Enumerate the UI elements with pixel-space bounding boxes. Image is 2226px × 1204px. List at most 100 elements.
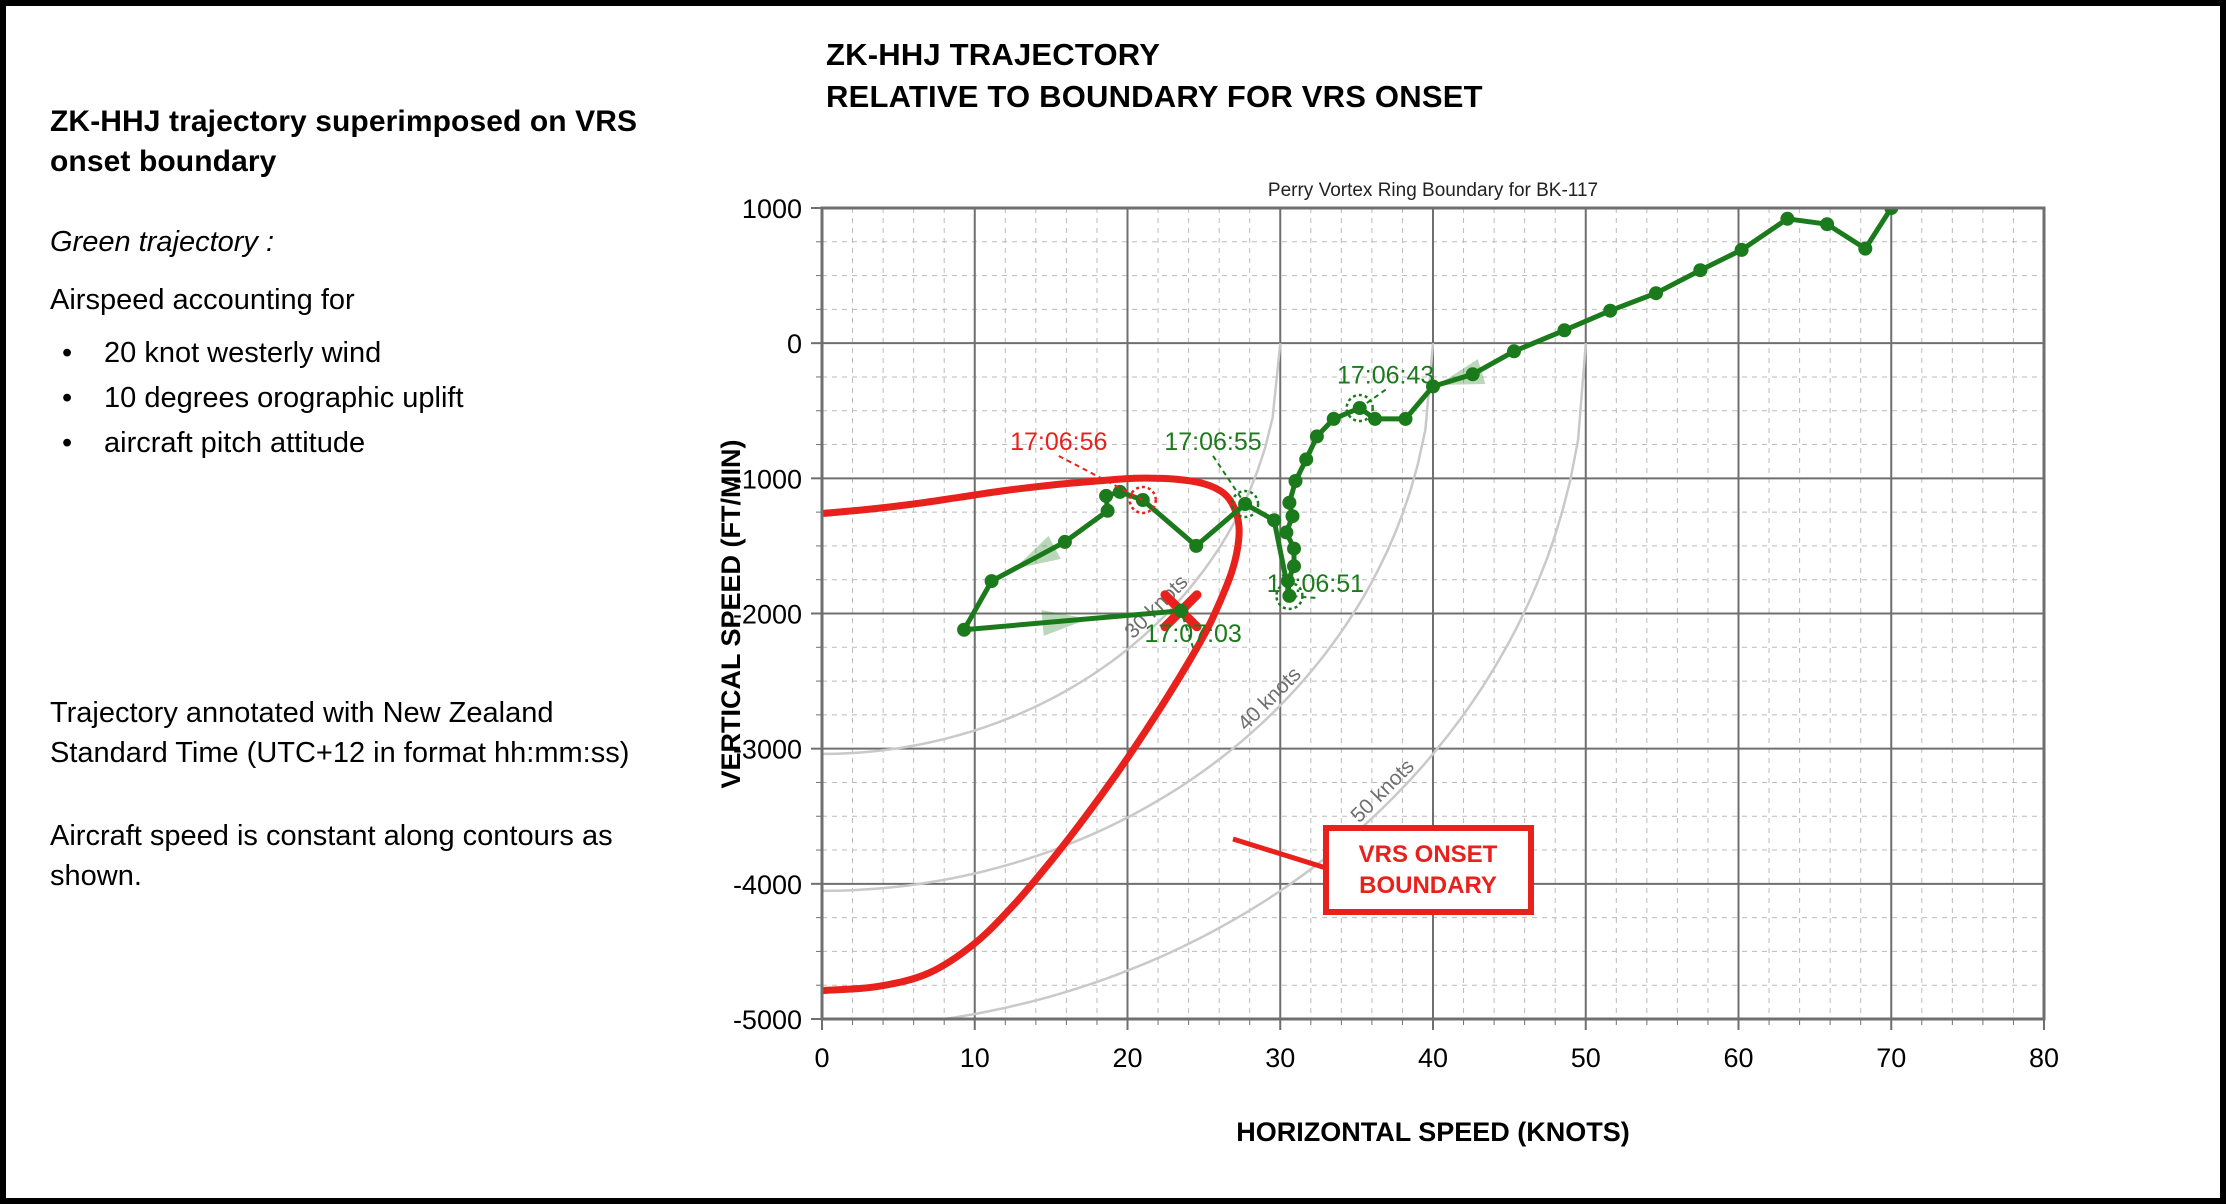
left-notes-panel: Trajectory annotated with New Zealand St…: [50, 694, 670, 897]
list-item: • 10 degrees orographic uplift: [50, 376, 650, 421]
panel-bullet-list: • 20 knot westerly wind • 10 degrees orogr…: [50, 331, 650, 466]
data-point: [1603, 303, 1618, 318]
y-tick-label: -5000: [733, 1005, 802, 1035]
data-point: [1326, 411, 1341, 426]
data-point: [1884, 208, 1899, 215]
annotation-leader-line: [1058, 455, 1144, 501]
x-axis-title: HORIZONTAL SPEED (KNOTS): [1236, 1117, 1630, 1147]
bullet-dot-icon: •: [62, 381, 73, 414]
x-tick-label: 60: [1723, 1043, 1753, 1073]
data-point: [1099, 488, 1114, 503]
annotation-ring-icon: [1345, 393, 1374, 423]
data-point: [1426, 379, 1440, 394]
bullet-text: 10 degrees orographic uplift: [104, 381, 464, 414]
plot-frame: [820, 206, 2046, 1021]
x-tick-label: 40: [1418, 1043, 1448, 1073]
y-tick-label: -4000: [733, 870, 802, 900]
data-point: [1282, 495, 1297, 510]
bullet-text: 20 knot westerly wind: [104, 337, 382, 370]
annotation-time-label: 17:06:55: [1164, 428, 1261, 456]
annotation-ring-icon: [1230, 489, 1260, 519]
annotation-time-label: 17:06:43: [1337, 362, 1434, 390]
callout-line-2: BOUNDARY: [1359, 872, 1497, 899]
annotation-time-label: 17:06:51: [1267, 570, 1364, 598]
panel-intro-line: Airspeed accounting for: [50, 283, 355, 316]
x-tick-label: 0: [814, 1043, 829, 1073]
callout-box: [1323, 825, 1534, 915]
y-tick-label: 1000: [742, 194, 802, 224]
data-point: [1465, 367, 1480, 382]
bullet-text: aircraft pitch attitude: [104, 426, 366, 459]
direction-arrow-icon: [1437, 359, 1486, 385]
impact-point: [1173, 603, 1188, 618]
annotation-time-label: 17:07:03: [1145, 620, 1242, 648]
data-point: [1398, 411, 1413, 426]
data-point: [1288, 474, 1303, 488]
data-point: [1820, 217, 1835, 232]
data-point: [984, 574, 999, 589]
axis-ticks: 0 10 20 30 40 50 60 70 80 1000 0 -1000 -2000 -3000 -40…: [733, 194, 2059, 1073]
left-description-panel: ZK-HHJ trajectory superimposed on VRS on…: [50, 102, 650, 466]
data-point: [1267, 513, 1282, 528]
chart-svg: Perry Vortex Ring Boundary for BK-117 30…: [716, 180, 2059, 1147]
x-tick-label: 20: [1112, 1043, 1142, 1073]
page-title-line-2: RELATIVE TO BOUNDARY FOR VRS ONSET: [826, 78, 1483, 114]
callout-line-1: VRS ONSET: [1359, 841, 1498, 868]
trajectory-chart: Perry Vortex Ring Boundary for BK-117 30…: [646, 156, 2166, 1176]
page-title: ZK-HHJ TRAJECTORY RELATIVE TO BOUNDARY F…: [826, 34, 1483, 118]
vrs-onset-boundary-callout: VRS ONSET BOUNDARY: [1232, 825, 1534, 915]
trajectory-line: [961, 208, 1894, 633]
x-tick-label: 70: [1876, 1043, 1906, 1073]
contour-label: 40 knots: [1233, 663, 1305, 735]
data-point: [957, 622, 972, 637]
panel-heading: ZK-HHJ trajectory superimposed on VRS on…: [50, 105, 638, 178]
data-point: [1100, 503, 1115, 518]
direction-arrow-icon: [1014, 535, 1061, 570]
data-point: [1112, 484, 1127, 499]
y-tick-label: -3000: [733, 735, 802, 765]
data-point: [1285, 509, 1300, 524]
data-point: [1135, 493, 1150, 507]
data-point: [1287, 559, 1301, 574]
annotation-time-label: 17:06:56: [1010, 428, 1107, 456]
panel-subheading: Green trajectory :: [50, 225, 275, 258]
annotation-leader-line: [1180, 610, 1195, 649]
data-point: [1507, 344, 1521, 359]
x-tick-label: 30: [1265, 1043, 1295, 1073]
data-point: [1649, 286, 1663, 301]
data-point: [1309, 429, 1324, 444]
contour-curve: [822, 343, 1282, 756]
bullet-dot-icon: •: [62, 337, 73, 370]
callout-leader-line: [1232, 836, 1327, 871]
y-tick-label: -1000: [733, 464, 802, 494]
data-point: [1057, 534, 1072, 549]
x-tick-label: 10: [960, 1043, 990, 1073]
y-axis-title: VERTICAL SPEED (FT/MIN): [716, 439, 746, 788]
page-title-line-1: ZK-HHJ TRAJECTORY: [826, 37, 1161, 72]
boundary-curve: [822, 474, 1243, 995]
x-tick-label: 80: [2029, 1043, 2059, 1073]
x-tick-label: 50: [1571, 1043, 1601, 1073]
list-item: • 20 knot westerly wind: [50, 331, 650, 376]
bullet-dot-icon: •: [62, 426, 73, 459]
data-point: [1858, 241, 1873, 256]
notes-paragraph-contours: Aircraft speed is constant along contour…: [50, 820, 613, 893]
list-item: • aircraft pitch attitude: [50, 421, 650, 466]
contour-curve: [822, 343, 1435, 893]
y-tick-label: 0: [787, 329, 802, 359]
time-annotations: 17:06:43 17:06:51 17:06:55 17:06:56 17:07:03: [1010, 362, 1434, 649]
data-point: [1279, 525, 1294, 540]
direction-arrow-icon: [1041, 609, 1089, 636]
data-point: [1189, 538, 1204, 553]
data-point: [1693, 263, 1708, 278]
notes-paragraph-time: Trajectory annotated with New Zealand St…: [50, 697, 630, 769]
data-point: [1287, 541, 1301, 556]
annotation-leader-line: [1289, 594, 1316, 599]
data-point: [1780, 211, 1795, 226]
y-tick-label: -2000: [733, 600, 802, 630]
plot-subtitle: Perry Vortex Ring Boundary for BK-117: [1268, 180, 1598, 201]
data-point: [1282, 588, 1297, 603]
vrs-onset-boundary-curve: [822, 474, 1243, 995]
data-point: [1299, 452, 1314, 467]
